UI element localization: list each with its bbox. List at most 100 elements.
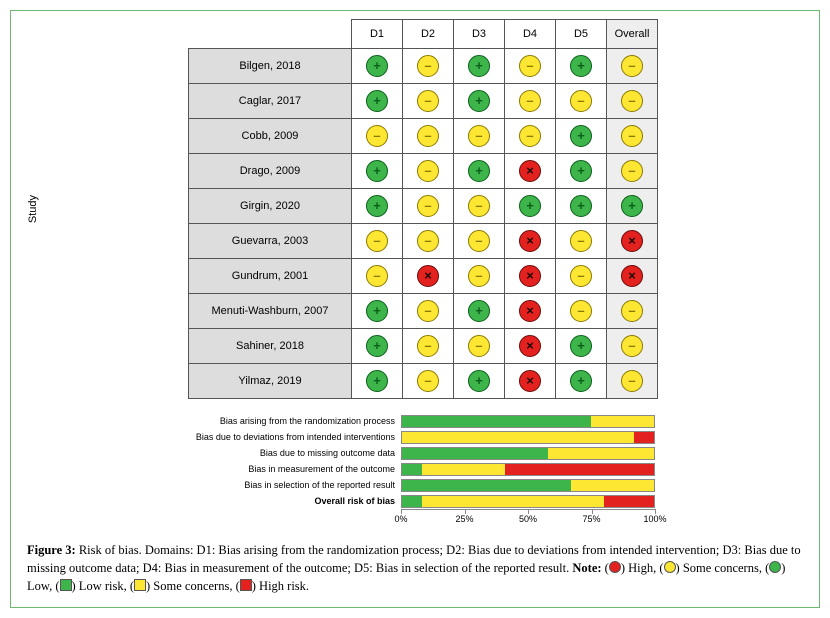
some-risk-icon: – xyxy=(570,90,592,112)
bar-label: Bias in measurement of the outcome xyxy=(175,464,401,474)
table-row: Sahiner, 2018+––×+– xyxy=(189,329,658,364)
rating-cell: – xyxy=(556,294,607,329)
legend-dot-icon xyxy=(664,561,676,573)
rating-cell: – xyxy=(505,119,556,154)
table-row: Yilmaz, 2019+–+×+– xyxy=(189,364,658,399)
col-header: D3 xyxy=(454,20,505,49)
table-row: Gundrum, 2001–×–×–× xyxy=(189,259,658,294)
rating-cell: + xyxy=(352,329,403,364)
rating-cell: – xyxy=(403,329,454,364)
rating-cell: – xyxy=(556,224,607,259)
rating-cell: – xyxy=(403,49,454,84)
some-risk-icon: – xyxy=(366,265,388,287)
some-risk-icon: – xyxy=(468,335,490,357)
some-risk-icon: – xyxy=(519,125,541,147)
rating-cell: + xyxy=(454,364,505,399)
legend-dot-icon xyxy=(609,561,621,573)
table-corner xyxy=(189,20,352,49)
some-risk-icon: – xyxy=(417,160,439,182)
table-row: Guevarra, 2003–––×–× xyxy=(189,224,658,259)
rating-cell: – xyxy=(352,119,403,154)
x-tick-label: 25% xyxy=(455,514,473,524)
low-risk-icon: + xyxy=(468,160,490,182)
rating-cell: – xyxy=(403,84,454,119)
rating-cell: – xyxy=(454,119,505,154)
some-risk-icon: – xyxy=(417,335,439,357)
study-name-cell: Bilgen, 2018 xyxy=(189,49,352,84)
bar-segment-low xyxy=(402,448,548,459)
caption-label: Figure 3: xyxy=(27,543,76,557)
study-name-cell: Menuti-Washburn, 2007 xyxy=(189,294,352,329)
col-header: Overall xyxy=(607,20,658,49)
low-risk-icon: + xyxy=(570,370,592,392)
low-risk-icon: + xyxy=(366,370,388,392)
some-risk-icon: – xyxy=(570,300,592,322)
bar-segment-low xyxy=(402,496,422,507)
low-risk-icon: + xyxy=(366,300,388,322)
low-risk-icon: + xyxy=(570,55,592,77)
low-risk-icon: + xyxy=(468,55,490,77)
table-row: Bilgen, 2018+–+–+– xyxy=(189,49,658,84)
some-risk-icon: – xyxy=(519,90,541,112)
some-risk-icon: – xyxy=(468,265,490,287)
some-risk-icon: – xyxy=(468,230,490,252)
some-risk-icon: – xyxy=(417,300,439,322)
rating-cell: + xyxy=(556,189,607,224)
some-risk-icon: – xyxy=(417,90,439,112)
rating-cell: + xyxy=(352,364,403,399)
rating-cell: + xyxy=(454,84,505,119)
legend-dot-icon xyxy=(769,561,781,573)
rating-cell: + xyxy=(352,294,403,329)
rating-cell: + xyxy=(352,189,403,224)
bar-segment-some xyxy=(591,416,654,427)
low-risk-icon: + xyxy=(468,90,490,112)
bar-segment-high xyxy=(604,496,654,507)
low-risk-icon: + xyxy=(366,160,388,182)
some-risk-icon: – xyxy=(519,55,541,77)
bar-row: Bias in selection of the reported result xyxy=(175,477,655,493)
bar-segment-low xyxy=(402,416,591,427)
rating-cell: – xyxy=(505,49,556,84)
some-risk-icon: – xyxy=(621,125,643,147)
rating-cell: – xyxy=(403,119,454,154)
some-risk-icon: – xyxy=(621,90,643,112)
legend-sq-icon xyxy=(134,579,146,591)
some-risk-icon: – xyxy=(366,230,388,252)
bar-row: Overall risk of bias xyxy=(175,493,655,509)
low-risk-icon: + xyxy=(366,90,388,112)
rating-cell: × xyxy=(607,224,658,259)
rating-cell: + xyxy=(454,294,505,329)
rating-cell: + xyxy=(454,49,505,84)
high-risk-icon: × xyxy=(519,265,541,287)
high-risk-icon: × xyxy=(621,230,643,252)
rating-cell: – xyxy=(607,154,658,189)
rating-cell: – xyxy=(403,364,454,399)
some-risk-icon: – xyxy=(621,160,643,182)
bar-row: Bias in measurement of the outcome xyxy=(175,461,655,477)
low-risk-icon: + xyxy=(366,55,388,77)
rating-cell: – xyxy=(403,224,454,259)
x-tick-label: 0% xyxy=(394,514,407,524)
rating-cell: – xyxy=(607,49,658,84)
some-risk-icon: – xyxy=(468,125,490,147)
table-row: Menuti-Washburn, 2007+–+×–– xyxy=(189,294,658,329)
rating-cell: + xyxy=(454,154,505,189)
low-risk-icon: + xyxy=(570,195,592,217)
low-risk-icon: + xyxy=(570,160,592,182)
rating-cell: + xyxy=(352,154,403,189)
bar-track xyxy=(401,431,655,444)
study-name-cell: Cobb, 2009 xyxy=(189,119,352,154)
rating-cell: – xyxy=(403,189,454,224)
rating-cell: – xyxy=(607,364,658,399)
bar-segment-some xyxy=(422,464,505,475)
study-name-cell: Drago, 2009 xyxy=(189,154,352,189)
x-tick-label: 100% xyxy=(643,514,666,524)
rating-cell: + xyxy=(505,189,556,224)
rating-cell: × xyxy=(505,154,556,189)
low-risk-icon: + xyxy=(468,370,490,392)
rating-cell: + xyxy=(607,189,658,224)
bar-track xyxy=(401,479,655,492)
high-risk-icon: × xyxy=(519,335,541,357)
rating-cell: × xyxy=(505,224,556,259)
bar-track xyxy=(401,447,655,460)
